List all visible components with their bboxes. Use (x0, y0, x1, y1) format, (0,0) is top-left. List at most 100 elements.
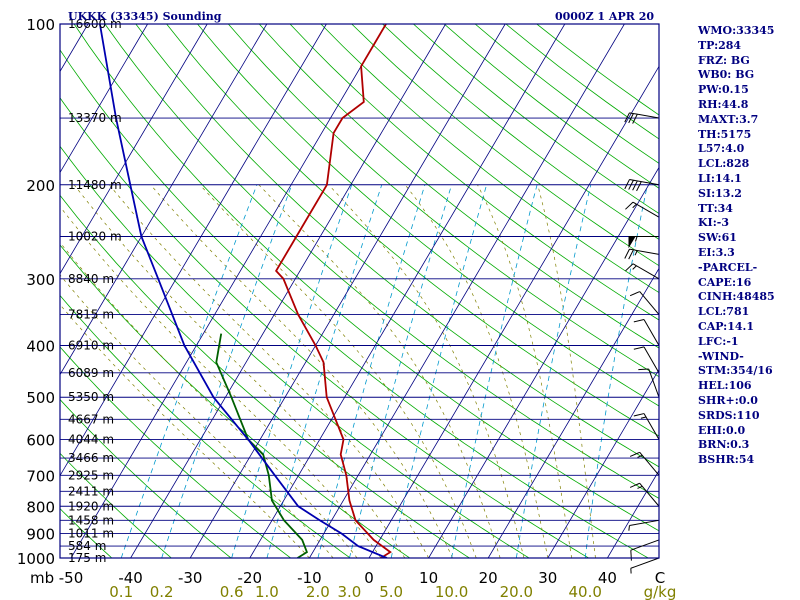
sounding-traces (99, 24, 392, 558)
temperature-tick-label: -20 (238, 569, 263, 587)
wind-barb-feather (633, 413, 645, 417)
isotherm-line (428, 166, 659, 558)
wind-barb-shaft (629, 519, 660, 527)
mixing-ratio-line (349, 184, 452, 558)
wind-barb-feather (625, 201, 634, 210)
sounding-index-item: FRZ: BG (698, 53, 750, 67)
wind-barb (629, 451, 660, 476)
mixing-ratio-line (317, 184, 426, 558)
wind-barb-shaft (639, 291, 660, 315)
temperature-tick-label: -30 (178, 569, 203, 587)
wind-barb-shaft (643, 413, 660, 440)
mixing-ratio-label: 20.0 (500, 583, 533, 600)
sounding-index-item: TT:34 (698, 201, 733, 215)
sounding-index-item: WMO:33345 (698, 24, 775, 37)
wind-barb (625, 263, 660, 280)
wind-barb-feather (633, 346, 645, 350)
pressure-tick-label: 300 (26, 271, 55, 289)
wind-barb-half-feather (637, 485, 643, 489)
sounding-time: 0000Z 1 APR 20 (555, 10, 654, 23)
wind-barb (633, 319, 660, 346)
height-label: 584 m (68, 539, 106, 553)
pressure-tick-label: 1000 (17, 550, 55, 568)
wind-barb-feather (624, 112, 630, 123)
height-label: 7815 m (68, 308, 114, 322)
sounding-index-item: EI:3.3 (698, 245, 735, 259)
temperature-tick-label: 0 (364, 569, 374, 587)
sounding-index-item: EHI:0.0 (698, 423, 746, 437)
wind-barb-feather (636, 181, 642, 192)
wind-barb-shaft (643, 319, 660, 346)
wind-barb-half-feather (634, 250, 638, 256)
wind-barb-feather (628, 113, 634, 124)
temperature-tick-label: -10 (297, 569, 322, 587)
mixing-ratio-label: 3.0 (337, 583, 361, 600)
mixing-ratio-label: 2.0 (306, 583, 330, 600)
temperature-tick-label: 20 (479, 569, 498, 587)
pressure-tick-label: 800 (26, 498, 55, 516)
height-label: 1011 m (68, 527, 114, 541)
isotherm-line (60, 24, 327, 477)
wind-barb-shaft (639, 482, 660, 507)
wind-barb (624, 112, 660, 124)
sounding-index-item: -PARCEL- (698, 260, 758, 274)
height-label: 2411 m (68, 484, 114, 498)
height-label: 2925 m (68, 468, 114, 482)
height-label: 10020 m (68, 229, 122, 243)
wind-barb-feather (632, 180, 638, 191)
sounding-index-item: SHR+:0.0 (698, 393, 758, 407)
mixing-ratio-line (120, 184, 258, 558)
sounding-index-item: KI:-3 (698, 216, 729, 230)
wind-barb-feather (638, 368, 649, 371)
moist-adiabat-line (150, 184, 453, 558)
sounding-index-item: CINH:48485 (698, 290, 775, 304)
height-label: 4667 m (68, 412, 114, 426)
pressure-axis-label: mb (30, 569, 54, 587)
wind-barb-half-feather (635, 236, 638, 242)
sounding-index-item: SI:13.2 (698, 186, 742, 200)
height-label: 1458 m (68, 513, 114, 527)
isotherm-line (60, 24, 148, 174)
isotherm-line (70, 24, 387, 558)
height-label: 6910 m (68, 339, 114, 353)
height-label: 3466 m (68, 451, 114, 465)
sounding-index-item: SRDS:110 (698, 408, 760, 422)
sounding-index-item: LCL:781 (698, 305, 750, 319)
wind-barb-feather (632, 113, 638, 124)
wind-barb-feather (629, 451, 640, 457)
plot-frame (59, 23, 660, 559)
temperature-tick-label: 10 (419, 569, 438, 587)
wind-barb-feather (624, 248, 630, 259)
wind-barb-feather (629, 482, 640, 488)
wind-barb (630, 539, 660, 561)
wind-barb-shaft (629, 112, 660, 119)
sounding-index-item: CAP:14.1 (698, 319, 755, 333)
mixing-ratio-label: 5.0 (379, 583, 403, 600)
sounding-index-item: CAPE:16 (698, 275, 752, 289)
moist-adiabat-line (199, 184, 477, 558)
wind-barb-feather (630, 550, 632, 561)
temperature-trace (274, 24, 392, 558)
sounding-index-item: LCL:828 (698, 157, 750, 171)
wind-barb-shaft (630, 539, 660, 551)
height-label: 5350 m (68, 390, 114, 404)
wind-barb-shaft (629, 248, 660, 255)
pressure-tick-label: 200 (26, 177, 55, 195)
sounding-index-item: TP:284 (698, 38, 742, 52)
temperature-tick-label: -40 (118, 569, 143, 587)
sounding-index-item: WB0: BG (698, 68, 755, 82)
wind-barb (628, 519, 660, 531)
temperature-axis-label: C (655, 569, 665, 587)
height-label: 8840 m (68, 272, 114, 286)
wind-barb (629, 291, 660, 315)
pressure-tick-label: 900 (26, 526, 55, 544)
wind-barb-shaft (629, 179, 660, 186)
isotherm-line (487, 267, 659, 558)
sounding-index-item: LFC:-1 (698, 334, 739, 348)
isotherm-line (60, 24, 268, 376)
wind-barb (624, 179, 660, 192)
sounding-index-item: RH:44.8 (698, 97, 749, 111)
parcel-trace (99, 24, 388, 558)
mixing-ratio-label: 0.6 (220, 583, 244, 600)
